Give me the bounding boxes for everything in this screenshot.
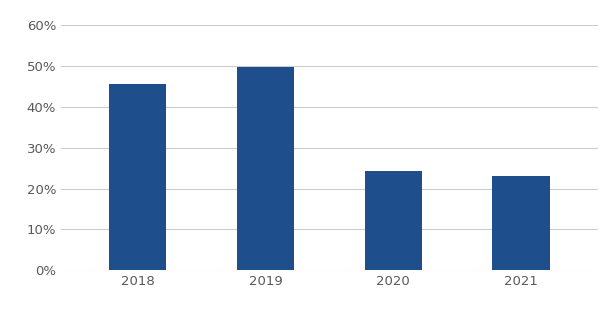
Bar (237, 67, 294, 270)
Bar (109, 84, 167, 270)
Bar (492, 176, 550, 270)
Bar (365, 171, 422, 270)
